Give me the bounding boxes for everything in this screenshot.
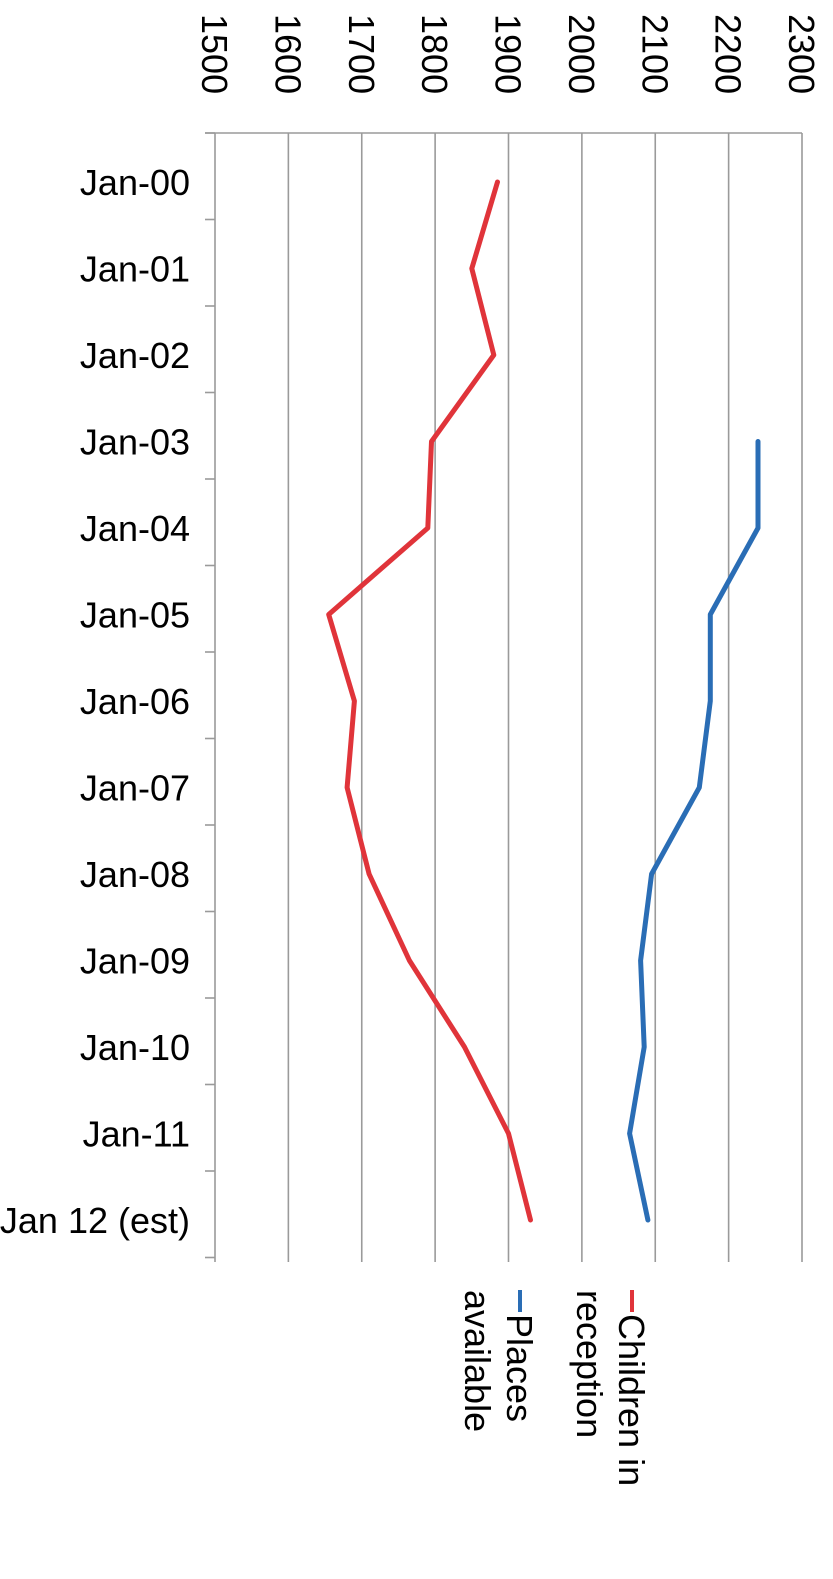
legend-label-places-line2: available <box>457 1290 498 1432</box>
category-tick-label: Jan-02 <box>80 335 190 376</box>
category-tick-label: Jan-05 <box>80 595 190 636</box>
value-tick-label: 1600 <box>267 14 308 94</box>
series-layer <box>326 179 761 1223</box>
legend: Children in reception Places available <box>457 1290 652 1486</box>
legend-label-places: Places <box>499 1314 540 1422</box>
value-tick-label: 2200 <box>708 14 749 94</box>
category-tick-label: Jan-06 <box>80 681 190 722</box>
series-line-0 <box>326 179 533 1223</box>
category-tick-label: Jan-11 <box>83 1114 190 1155</box>
value-tick-label: 1800 <box>414 14 455 94</box>
category-tick-label: Jan-04 <box>80 508 190 549</box>
value-tick-label: 1700 <box>341 14 382 94</box>
tick-label-layer: 1500 1600 1700 1800 1900 2000 2100 2200 2300 Jan-… <box>0 14 822 1241</box>
value-tick-label: 1900 <box>488 14 529 94</box>
grid-layer <box>214 133 803 1262</box>
legend-label-children: Children in <box>611 1314 652 1486</box>
value-tick-label: 1500 <box>194 14 235 94</box>
value-tick-label: 2100 <box>634 14 675 94</box>
category-tick-label: Jan-00 <box>80 162 190 203</box>
legend-label-children-line2: reception <box>569 1290 610 1438</box>
value-tick-label: 2300 <box>781 14 822 94</box>
category-tick-label: Jan-09 <box>80 941 190 982</box>
category-tick-label: Jan-01 <box>80 249 190 290</box>
series-line-1 <box>627 439 761 1223</box>
axis-layer <box>205 132 802 1259</box>
value-tick-label: 2000 <box>561 14 602 94</box>
category-tick-label: Jan 12 (est) <box>0 1200 190 1241</box>
category-tick-label: Jan-08 <box>80 854 190 895</box>
category-tick-label: Jan-07 <box>80 768 190 809</box>
category-tick-label: Jan-03 <box>80 422 190 463</box>
category-tick-label: Jan-10 <box>80 1027 190 1068</box>
